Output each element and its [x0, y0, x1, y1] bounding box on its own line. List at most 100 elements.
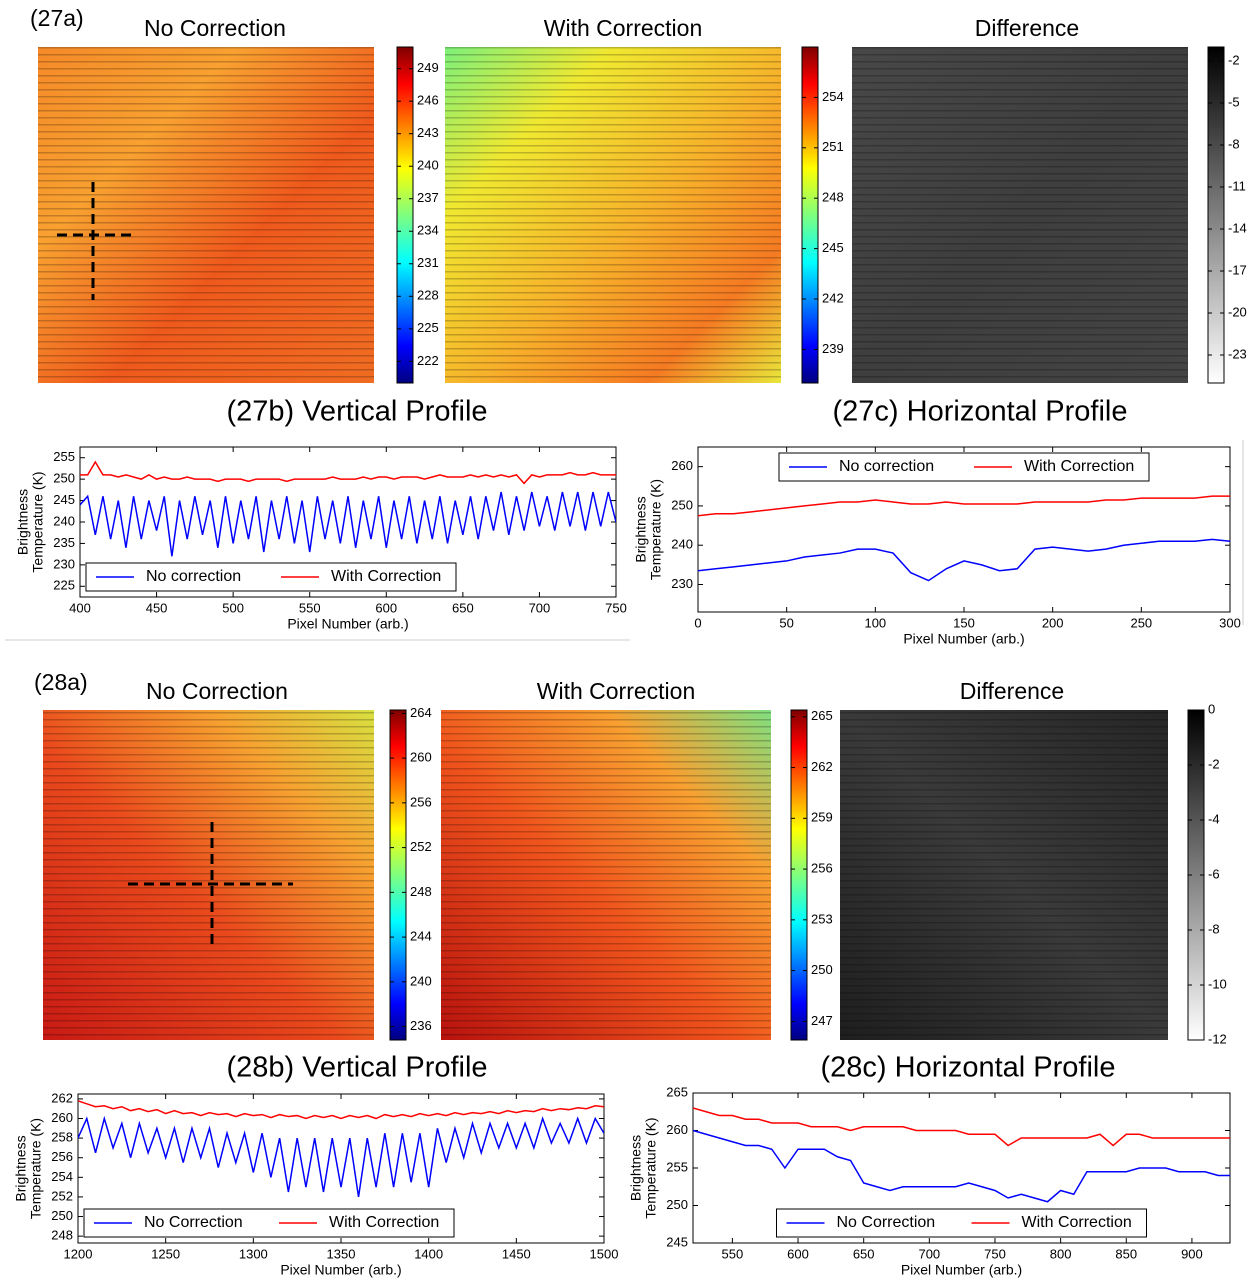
panel-title: No Correction: [144, 15, 286, 41]
colorbar-tick-label: 237: [417, 190, 439, 205]
y-tick-label: 255: [53, 449, 75, 464]
colorbar-tick-label: 242: [822, 290, 844, 305]
x-tick-label: 400: [69, 600, 91, 615]
series-line: [698, 495, 1230, 517]
colorbar-tick-label: -6: [1208, 866, 1220, 881]
colorbar-tick-label: 243: [417, 125, 439, 140]
colorbar-tick-label: 246: [417, 93, 439, 108]
colorbar-tick-label: 250: [811, 962, 833, 977]
colorbar-tick-label: -12: [1208, 1031, 1227, 1046]
x-tick-label: 50: [779, 615, 793, 630]
colorbar-tick-label: -14: [1228, 220, 1247, 235]
colorbar-tick-label: 239: [822, 341, 844, 356]
colorbar-tick-label: 240: [410, 973, 432, 988]
y-axis-label: Brightness: [13, 1135, 29, 1201]
colorbar-tick-label: 240: [417, 158, 439, 173]
colorbar-tick-label: 0: [1208, 701, 1215, 716]
x-tick-label: 700: [529, 600, 551, 615]
panel-title: With Correction: [537, 678, 695, 704]
x-tick-label: 750: [984, 1246, 1006, 1261]
y-tick-label: 245: [666, 1234, 688, 1249]
y-tick-label: 240: [53, 513, 75, 528]
legend-label: No correction: [839, 458, 934, 475]
x-tick-label: 900: [1181, 1246, 1203, 1261]
series-line: [698, 538, 1230, 582]
x-tick-label: 700: [918, 1246, 940, 1261]
x-tick-label: 100: [864, 615, 886, 630]
scan-stripes: [840, 710, 1168, 1040]
colorbar-tick-label: 248: [822, 190, 844, 205]
y-tick-label: 248: [51, 1228, 73, 1243]
panel-label: (28a): [34, 669, 88, 695]
y-axis-label: Temperature (K): [643, 1117, 659, 1218]
legend-box: [776, 1208, 1147, 1238]
chart-title: (28b) Vertical Profile: [226, 1052, 487, 1084]
colorbar-tick-label: 264: [410, 705, 432, 720]
y-tick-label: 250: [51, 1208, 73, 1223]
colorbar-tick-label: -8: [1228, 136, 1240, 151]
y-tick-label: 260: [671, 458, 693, 473]
colorbar-tick-label: -2: [1208, 756, 1220, 771]
x-tick-label: 1350: [327, 1246, 356, 1261]
series-line: [80, 491, 616, 557]
y-tick-label: 250: [53, 471, 75, 486]
x-tick-label: 300: [1219, 615, 1241, 630]
scan-stripes: [852, 47, 1188, 383]
x-tick-label: 850: [1115, 1246, 1137, 1261]
colorbar-tick-label: 254: [822, 89, 844, 104]
y-tick-label: 258: [51, 1130, 73, 1145]
x-tick-label: 1450: [502, 1246, 531, 1261]
colorbar-tick-label: -5: [1228, 94, 1240, 109]
colorbar-tick-label: 244: [410, 929, 432, 944]
colorbar-tick-label: -23: [1228, 346, 1247, 361]
chart-title: (27c) Horizontal Profile: [833, 396, 1128, 428]
x-tick-label: 1400: [414, 1246, 443, 1261]
series-line: [78, 1100, 604, 1120]
y-tick-label: 262: [51, 1090, 73, 1105]
colorbar-tick-label: 225: [417, 320, 439, 335]
colorbar-tick-label: 236: [410, 1018, 432, 1033]
colorbar-tick-label: 252: [410, 839, 432, 854]
x-tick-label: 650: [452, 600, 474, 615]
panel-title: Difference: [975, 15, 1079, 41]
legend-box: [83, 1208, 455, 1238]
y-tick-label: 265: [666, 1084, 688, 1099]
colorbar-tick-label: 222: [417, 353, 439, 368]
x-tick-label: 1250: [151, 1246, 180, 1261]
x-tick-label: 750: [605, 600, 627, 615]
y-tick-label: 256: [51, 1149, 73, 1164]
series-line: [693, 1129, 1230, 1203]
colorbar: [396, 46, 414, 384]
x-tick-label: 550: [722, 1246, 744, 1261]
colorbar-tick-label: -17: [1228, 262, 1247, 277]
colorbar-tick-label: 245: [822, 240, 844, 255]
colorbar-tick-label: -11: [1228, 178, 1246, 193]
y-tick-label: 255: [666, 1159, 688, 1174]
scan-stripes: [38, 47, 374, 383]
legend-label: No Correction: [837, 1214, 936, 1231]
y-tick-label: 252: [51, 1188, 73, 1203]
colorbar-tick-label: 253: [811, 911, 833, 926]
colorbar-tick-label: 231: [417, 255, 439, 270]
colorbar-tick-label: -10: [1208, 976, 1227, 991]
chart-title: (28c) Horizontal Profile: [821, 1052, 1116, 1084]
legend-box: [85, 562, 457, 592]
colorbar-tick-label: 260: [410, 750, 432, 765]
colorbar-tick-label: 262: [811, 759, 833, 774]
y-axis-label: Temperature (K): [648, 479, 664, 580]
colorbar-tick-label: -20: [1228, 304, 1247, 319]
colorbar-tick-label: 251: [822, 139, 844, 154]
x-tick-label: 800: [1050, 1246, 1072, 1261]
colorbar-tick-label: -4: [1208, 811, 1220, 826]
panel-title: No Correction: [146, 678, 288, 704]
y-axis-label: Temperature (K): [30, 471, 46, 572]
x-tick-label: 150: [953, 615, 975, 630]
y-axis-label: Brightness: [628, 1135, 644, 1201]
colorbar-tick-label: 228: [417, 288, 439, 303]
x-tick-label: 600: [787, 1246, 809, 1261]
chart-title: (27b) Vertical Profile: [226, 396, 487, 428]
y-tick-label: 245: [53, 492, 75, 507]
colorbar: [1207, 46, 1225, 384]
